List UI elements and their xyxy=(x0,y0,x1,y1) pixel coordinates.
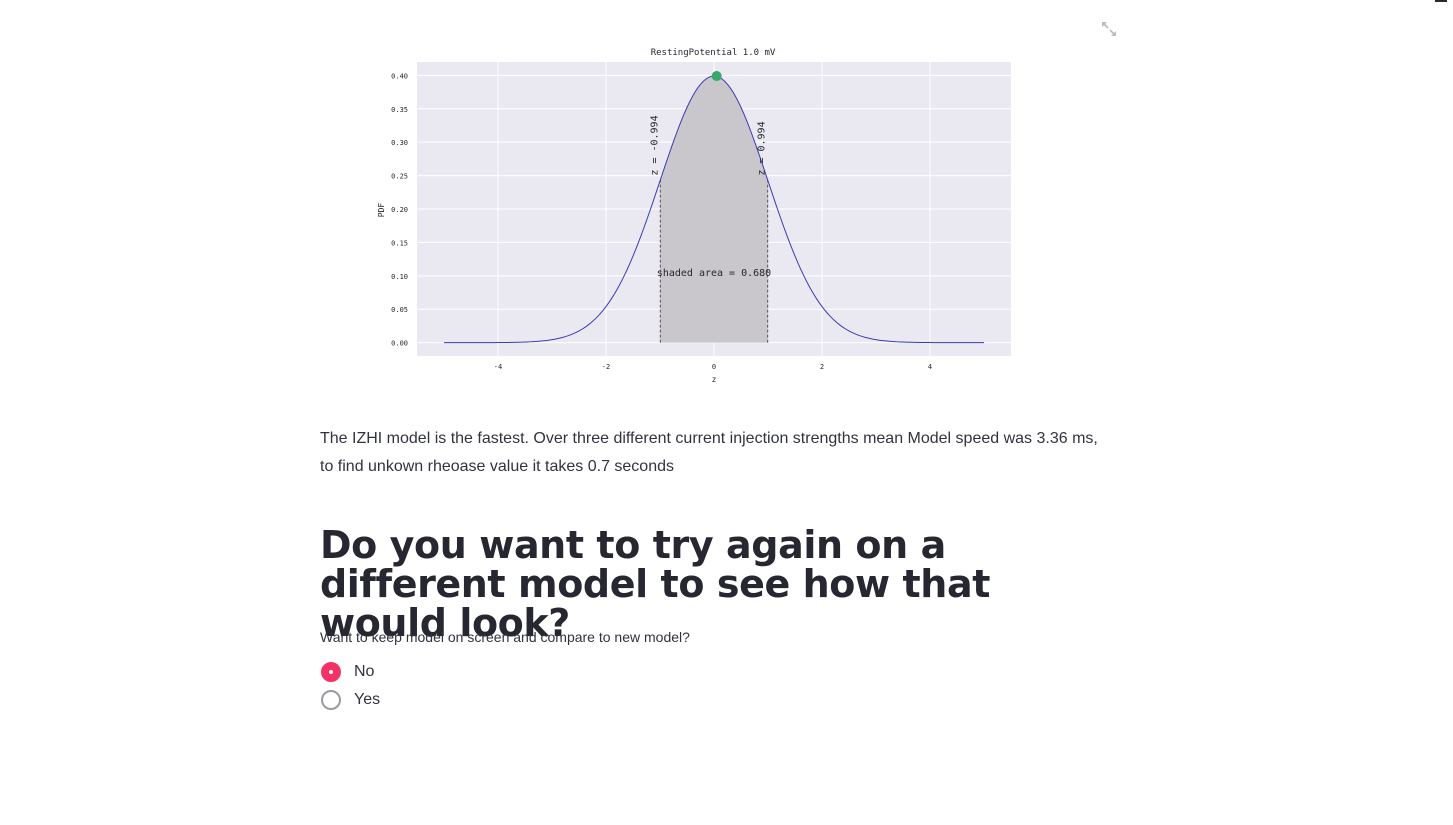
pdf-curve-group xyxy=(444,71,984,344)
x-tick-label: 2 xyxy=(820,363,824,371)
y-axis-label: PDF xyxy=(377,203,386,218)
y-tick-label: 0.20 xyxy=(391,206,408,214)
y-tick-label: 0.25 xyxy=(391,173,408,181)
radio-option-no-label: No xyxy=(354,663,375,680)
chart-annotations: z = -0.994 z = 0.994 shaded area = 0.680 xyxy=(649,115,771,278)
y-tick-label: 0.35 xyxy=(391,106,408,114)
x-tick-label: 4 xyxy=(928,363,932,371)
radio-group-label: Want to keep model on screen and compare… xyxy=(320,629,690,645)
normal-distribution-chart: RestingPotential 1.0 mV 0.00 0.05 0.10 0.15… xyxy=(370,42,1020,387)
y-tick-label: 0.30 xyxy=(391,139,408,147)
chart-annotation: shaded area = 0.680 xyxy=(657,268,771,279)
radio-option-no[interactable]: No xyxy=(321,658,380,686)
radio-button-yes[interactable] xyxy=(321,690,341,710)
y-tick-label: 0.10 xyxy=(391,273,408,281)
window-corner-mark xyxy=(1435,0,1447,2)
chart-title: RestingPotential 1.0 mV xyxy=(651,48,776,58)
shaded-area xyxy=(660,76,768,343)
result-paragraph: The IZHI model is the fastest. Over thre… xyxy=(320,430,1098,475)
radio-option-yes-label: Yes xyxy=(354,691,381,708)
y-tick-label: 0.15 xyxy=(391,239,408,247)
y-tick-label: 0.00 xyxy=(391,340,408,348)
compare-radio-group: No Yes xyxy=(321,658,380,714)
chart-annotation: z = 0.994 xyxy=(757,121,768,175)
radio-button-no[interactable] xyxy=(321,662,341,682)
x-tick-label: -4 xyxy=(494,363,502,371)
y-tick-labels: 0.00 0.05 0.10 0.15 0.20 0.25 0.30 0.35 0.40 xyxy=(391,72,408,347)
radio-option-yes[interactable]: Yes xyxy=(321,686,380,714)
fullscreen-expand-icon[interactable] xyxy=(1100,20,1118,38)
x-tick-labels: -4 -2 0 2 4 xyxy=(494,363,932,371)
try-again-heading: Do you want to try again on a different … xyxy=(320,523,990,645)
x-axis-label: z xyxy=(712,375,717,384)
peak-marker xyxy=(711,71,722,82)
chart-svg: RestingPotential 1.0 mV 0.00 0.05 0.10 0.15… xyxy=(377,48,1011,384)
y-tick-label: 0.40 xyxy=(391,72,408,80)
shaded-region xyxy=(659,76,769,343)
x-tick-label: -2 xyxy=(602,363,610,371)
y-tick-label: 0.05 xyxy=(391,306,408,314)
x-tick-label: 0 xyxy=(712,363,716,371)
chart-annotation: z = -0.994 xyxy=(649,115,660,175)
